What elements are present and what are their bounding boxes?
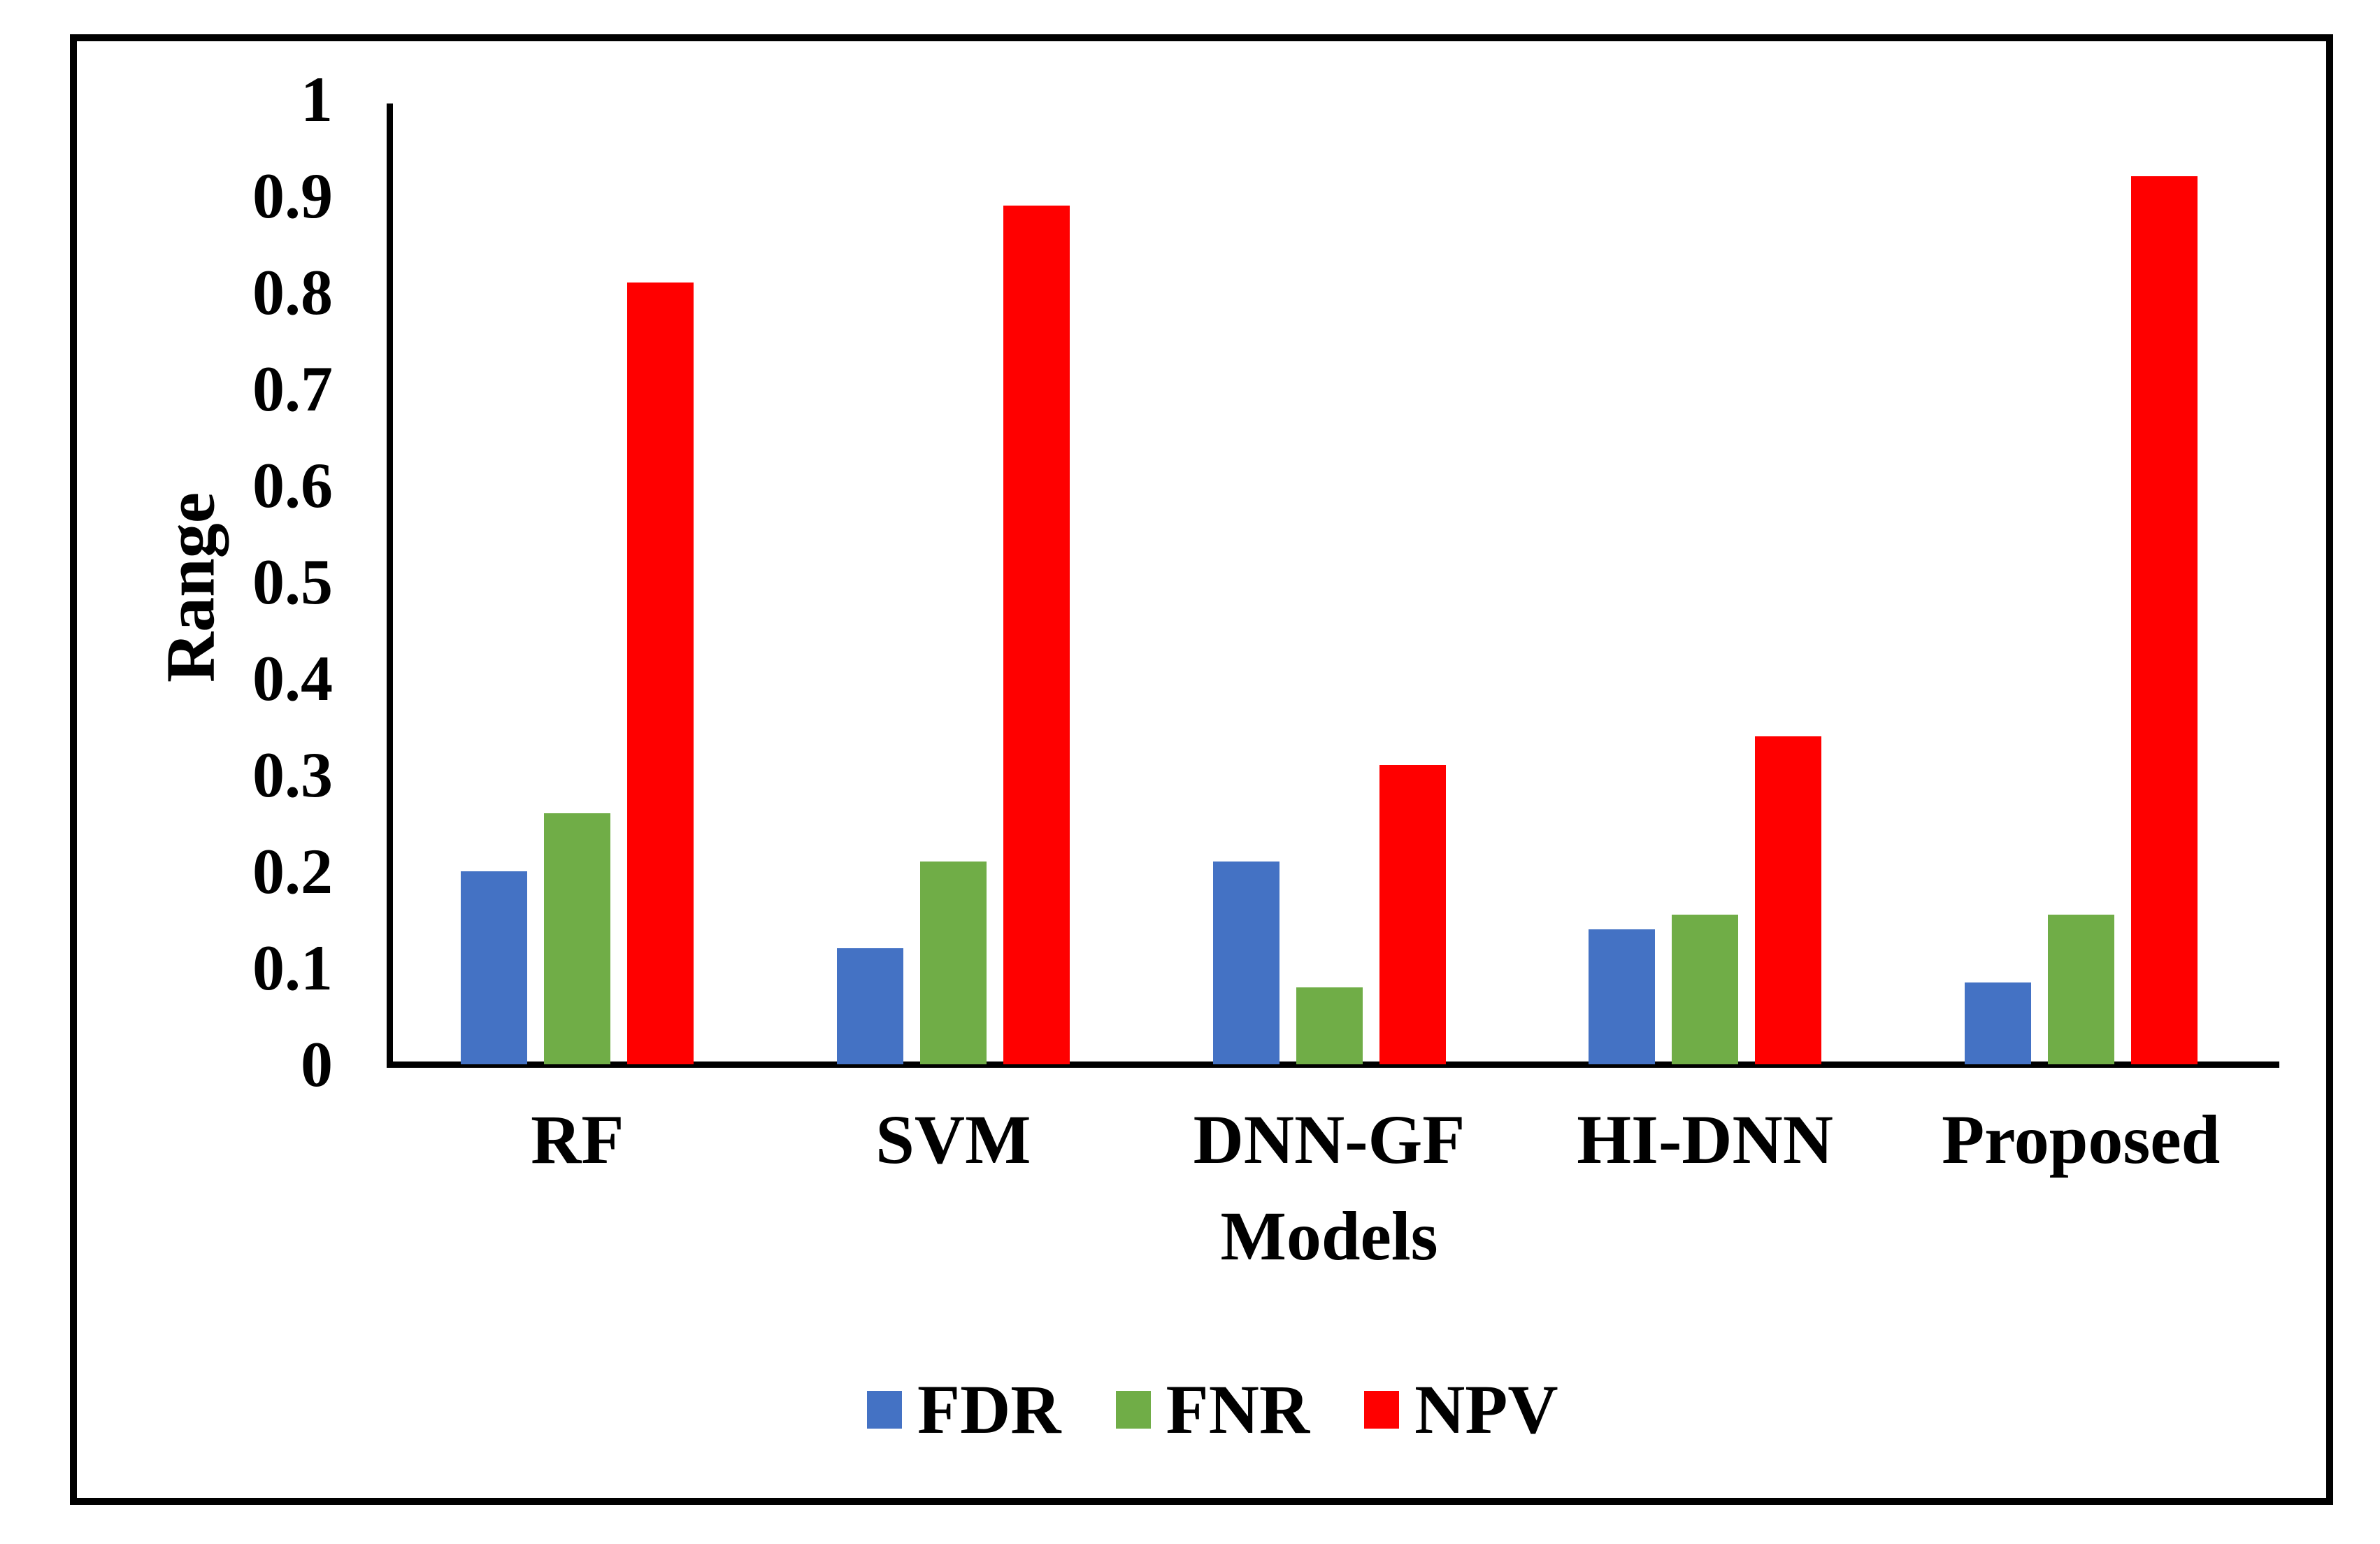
bar-fnr-dnn-gf [1296, 987, 1363, 1064]
bar-npv-proposed [2130, 176, 2198, 1064]
legend-swatch-npv [1364, 1391, 1400, 1429]
bar-npv-hi-dnn [1755, 736, 1822, 1064]
bar-group-rf [461, 99, 694, 1064]
bar-group-hi-dnn [1589, 99, 1822, 1064]
y-tick-label: 0.1 [252, 932, 333, 1003]
legend-label-fnr: FNR [1166, 1371, 1310, 1448]
legend-label-npv: NPV [1414, 1371, 1558, 1448]
bar-fdr-svm [836, 948, 903, 1064]
y-tick-label: 0.5 [252, 546, 333, 617]
x-axis-title: Models [1220, 1197, 1438, 1275]
legend-item-fdr: FDR [867, 1375, 1061, 1445]
bar-npv-rf [627, 283, 694, 1064]
legend-swatch-fdr [867, 1391, 902, 1429]
bar-fnr-proposed [2047, 915, 2114, 1064]
bar-fnr-rf [544, 813, 611, 1064]
y-tick-label: 0.8 [252, 257, 333, 328]
bar-group-dnn-gf [1212, 99, 1446, 1064]
y-tick-label: 0.2 [252, 836, 333, 907]
bar-npv-svm [1003, 206, 1070, 1064]
y-tick-label: 0.9 [252, 160, 333, 231]
y-tick-label: 0.3 [252, 739, 333, 810]
legend-label-fdr: FDR [917, 1371, 1061, 1448]
bar-fnr-svm [919, 862, 987, 1064]
legend: FDR FNR NPV [867, 1371, 1558, 1449]
y-tick-label: 0 [301, 1029, 333, 1100]
x-axis-line [387, 1062, 2279, 1068]
bar-fdr-hi-dnn [1589, 929, 1656, 1064]
y-tick-label: 1 [301, 64, 333, 135]
y-tick-label: 0.7 [252, 353, 333, 424]
bar-fdr-rf [461, 871, 528, 1064]
legend-item-npv: NPV [1364, 1375, 1558, 1445]
legend-swatch-fnr [1115, 1391, 1151, 1429]
x-category-label: RF [531, 1101, 624, 1178]
y-axis-title: Range [151, 492, 229, 683]
x-category-label: Proposed [1942, 1101, 2221, 1178]
bar-npv-dnn-gf [1379, 765, 1446, 1064]
x-category-label: SVM [875, 1101, 1031, 1178]
x-category-label: HI-DNN [1577, 1101, 1833, 1178]
y-tick-label: 0.6 [252, 450, 333, 521]
figure-border [70, 34, 2333, 1505]
x-category-label: DNN-GF [1193, 1101, 1465, 1178]
legend-item-fnr: FNR [1115, 1371, 1310, 1448]
bar-fdr-dnn-gf [1212, 862, 1279, 1064]
bar-fnr-hi-dnn [1672, 915, 1739, 1064]
bar-fdr-proposed [1964, 982, 2031, 1064]
y-axis-line [387, 103, 393, 1068]
bar-group-proposed [1964, 99, 2198, 1064]
y-tick-label: 0.4 [252, 643, 333, 714]
bar-group-svm [836, 99, 1070, 1064]
